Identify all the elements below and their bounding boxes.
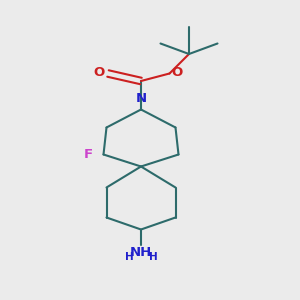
Text: H: H: [124, 251, 134, 262]
Text: F: F: [84, 148, 93, 161]
Text: N: N: [135, 92, 147, 105]
Text: NH: NH: [130, 245, 152, 259]
Text: H: H: [148, 251, 158, 262]
Text: O: O: [171, 65, 183, 79]
Text: O: O: [93, 65, 105, 79]
